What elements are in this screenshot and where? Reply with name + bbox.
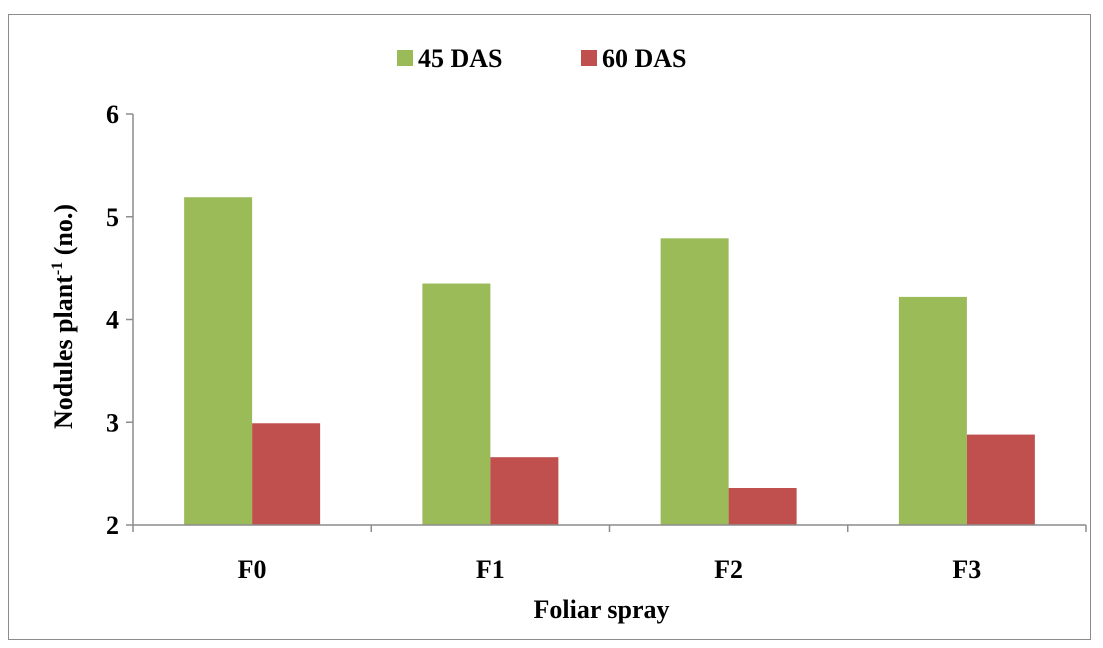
x-tick-label-f0: F0	[238, 555, 267, 584]
x-tick-label-f1: F1	[476, 555, 505, 584]
x-tick-label-f2: F2	[714, 555, 743, 584]
x-tick-label-f3: F3	[952, 555, 981, 584]
y-tick-label: 3	[106, 408, 119, 437]
bar-45-das-f0	[184, 197, 253, 526]
y-axis-ticks: 2 3 4 5 6	[106, 100, 133, 540]
bar-60-das-f2	[728, 488, 797, 525]
bar-45-das-f2	[660, 238, 729, 525]
bar-60-das-f1	[490, 457, 559, 525]
legend-label-45-das: 45 DAS	[418, 44, 503, 73]
legend-label-60-das: 60 DAS	[602, 44, 687, 73]
y-axis-title-main: Nodules plant	[49, 275, 78, 429]
y-axis-title-superscript: -1	[49, 262, 66, 275]
x-axis-ticks: F0 F1 F2 F3	[132, 525, 1087, 584]
bar-45-das-f1	[422, 283, 491, 525]
bar-45-das-f3	[898, 296, 967, 525]
legend: 45 DAS 60 DAS	[397, 44, 687, 73]
y-axis-title-unit: (no.)	[49, 204, 78, 262]
y-tick-label: 5	[106, 203, 119, 232]
y-tick-label: 2	[106, 511, 119, 540]
y-tick-label: 6	[106, 100, 119, 129]
bars	[184, 197, 1035, 526]
bar-60-das-f0	[252, 423, 321, 525]
y-axis-title: Nodules plant-1 (no.)	[49, 204, 78, 429]
bar-60-das-f3	[966, 434, 1035, 525]
legend-swatch-60-das	[581, 50, 597, 66]
x-axis-title: Foliar spray	[533, 595, 669, 624]
y-tick-label: 4	[106, 306, 119, 335]
legend-swatch-45-das	[397, 50, 413, 66]
